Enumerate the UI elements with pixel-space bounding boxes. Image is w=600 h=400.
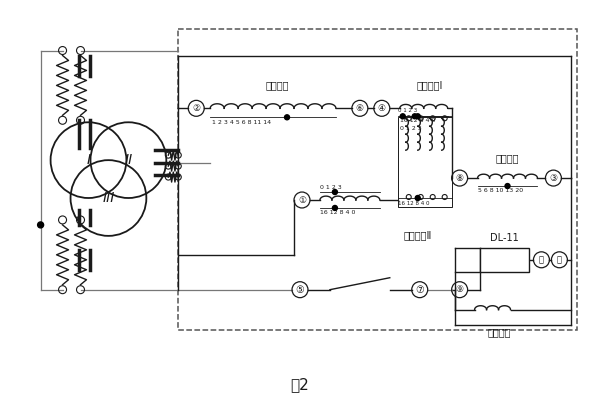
- Text: 二次绕组: 二次绕组: [488, 328, 511, 338]
- Text: 图2: 图2: [290, 377, 310, 392]
- Text: II: II: [124, 153, 133, 167]
- Text: ⑪: ⑪: [539, 255, 544, 264]
- Text: 平衡绕组Ⅰ: 平衡绕组Ⅰ: [416, 80, 443, 90]
- Text: ④: ④: [378, 104, 386, 113]
- Circle shape: [412, 114, 417, 119]
- Circle shape: [505, 184, 510, 188]
- Text: 1 2 3 4 5 6 8 11 14: 1 2 3 4 5 6 8 11 14: [212, 120, 271, 125]
- Circle shape: [415, 196, 420, 200]
- Text: 0 1 2 3: 0 1 2 3: [398, 108, 417, 113]
- Circle shape: [38, 222, 44, 228]
- Circle shape: [284, 115, 290, 120]
- Text: ③: ③: [550, 174, 557, 182]
- Bar: [178, 28, 577, 330]
- Circle shape: [332, 190, 337, 194]
- Text: 5 6 8 10 13 20: 5 6 8 10 13 20: [478, 188, 523, 193]
- Circle shape: [415, 114, 420, 119]
- Bar: [479, 248, 529, 272]
- Text: 制动绕组: 制动绕组: [265, 80, 289, 90]
- Circle shape: [400, 114, 405, 119]
- Text: III: III: [102, 191, 115, 205]
- Text: ⑤: ⑤: [296, 285, 304, 295]
- Text: ⑥: ⑥: [356, 104, 364, 113]
- Text: DL-11: DL-11: [490, 233, 519, 243]
- Text: 16 12 8 4 0: 16 12 8 4 0: [398, 201, 429, 206]
- Text: 0 1 2 3: 0 1 2 3: [400, 126, 422, 131]
- Text: 平衡绕组Ⅱ: 平衡绕组Ⅱ: [404, 230, 432, 240]
- Text: 16 12 8 4 0: 16 12 8 4 0: [320, 210, 355, 215]
- Text: ②: ②: [192, 104, 200, 113]
- Text: ⑨: ⑨: [455, 285, 464, 294]
- Text: I: I: [86, 153, 91, 167]
- Text: 0 1 2 3: 0 1 2 3: [320, 185, 342, 190]
- Text: 16 12 8 4 0: 16 12 8 4 0: [400, 118, 435, 123]
- Text: ⑧: ⑧: [455, 174, 464, 182]
- Text: 工作绕组: 工作绕组: [496, 153, 519, 163]
- Text: ⑦: ⑦: [415, 285, 424, 295]
- Text: ①: ①: [298, 196, 306, 204]
- Circle shape: [332, 206, 337, 210]
- Text: ⑫: ⑫: [557, 255, 562, 264]
- Bar: [398, 117, 452, 207]
